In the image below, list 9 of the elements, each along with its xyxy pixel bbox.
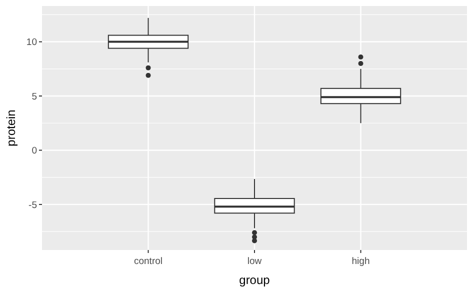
x-tick-label: control [134, 256, 163, 267]
y-tick-label: 0 [32, 146, 37, 157]
x-tick-label: high [352, 256, 370, 267]
x-tick-label: low [247, 256, 262, 267]
y-axis-title: protein [4, 110, 18, 146]
x-axis-title: group [239, 273, 270, 287]
y-tick-label: 10 [26, 37, 37, 48]
y-tick-label: 5 [32, 91, 37, 102]
y-tick-label: -5 [28, 200, 37, 211]
